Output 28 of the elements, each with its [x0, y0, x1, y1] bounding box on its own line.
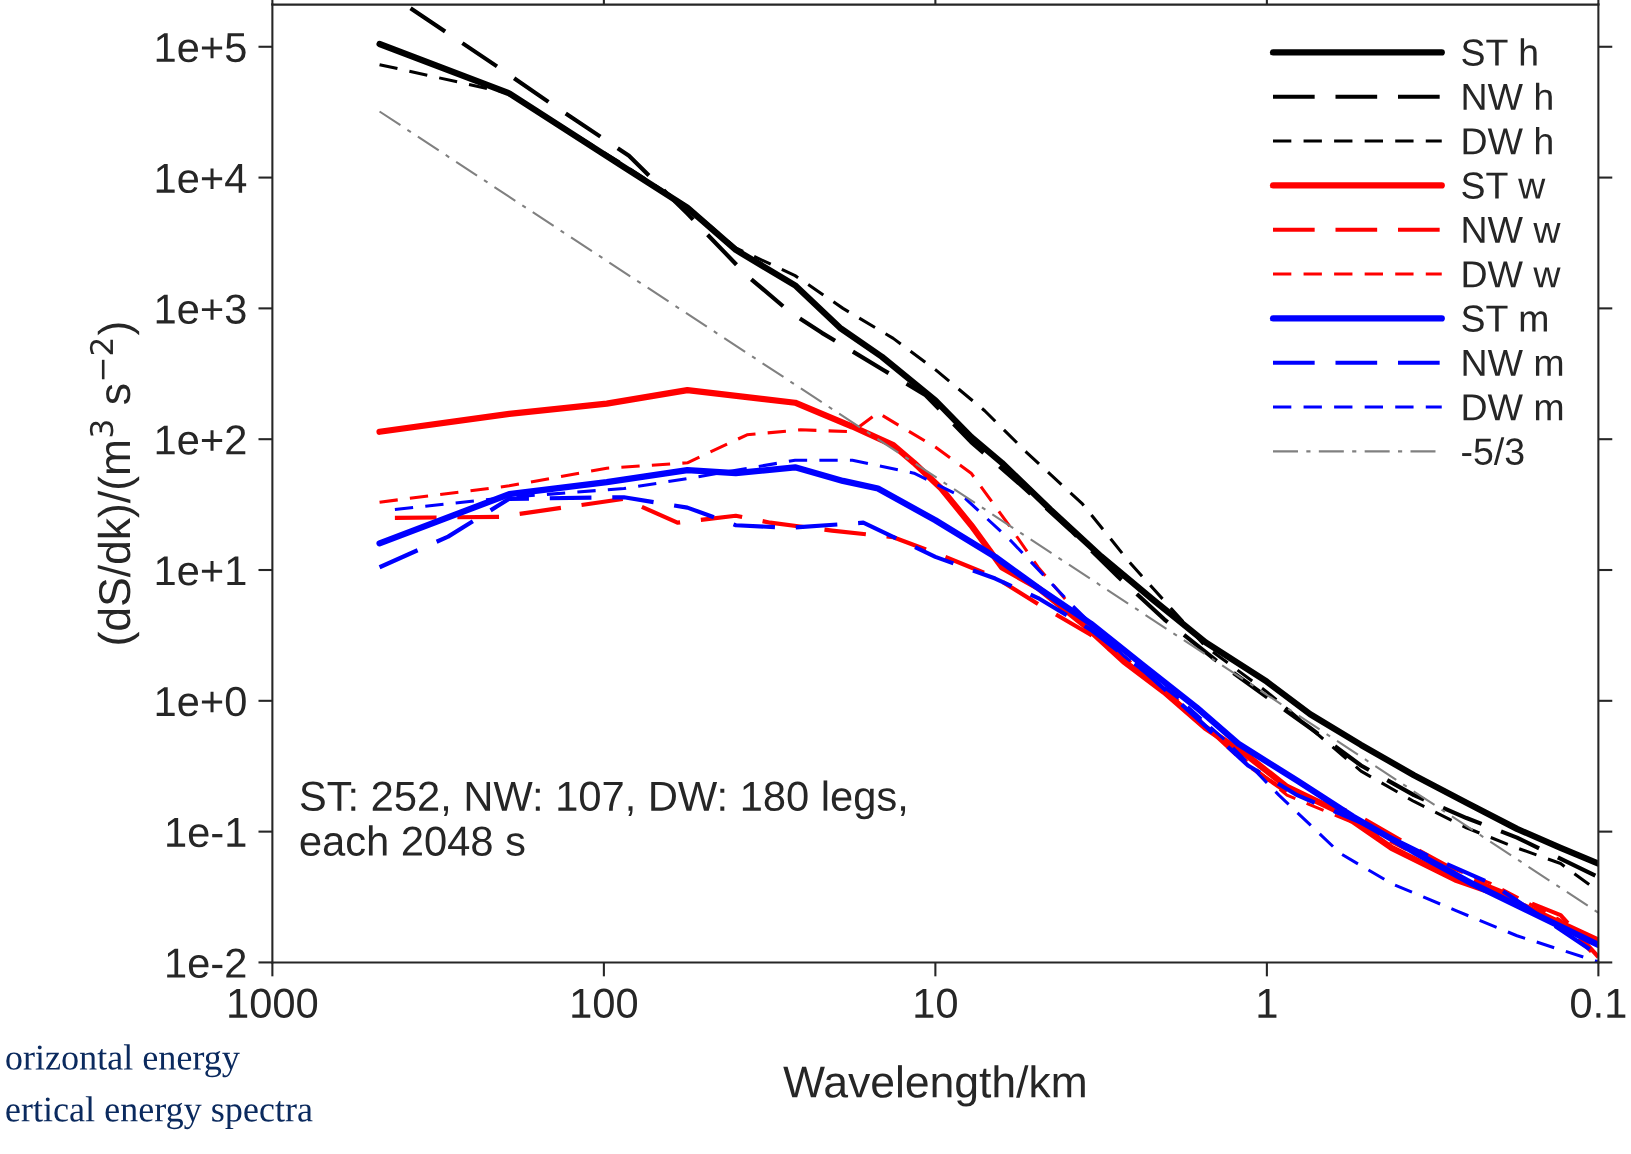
y-tick-label: 1e+4 — [156, 164, 247, 194]
text: orizontal energy — [6, 1044, 240, 1078]
y-tick-label: 1e-1 — [167, 818, 246, 848]
legend-label: DW h — [1463, 127, 1552, 155]
y-axis-title: (dS/dk)/(m$^{3}$ s$^{−2}$) — [89, 323, 140, 644]
legend-label: DW w — [1463, 261, 1561, 288]
legend-label: DW m — [1463, 394, 1563, 421]
x-tick-label: 0.1 — [1571, 988, 1626, 1019]
legend-label: NW w — [1463, 217, 1561, 243]
legend-label: NW m — [1463, 350, 1563, 376]
x-axis-title: Wavelength/km — [783, 1065, 1085, 1107]
x-tick-label: 1 — [1258, 988, 1277, 1018]
text: ertical energy spectra — [6, 1096, 313, 1130]
legend-label: ST m — [1462, 305, 1547, 332]
legend-label: -5/3 — [1462, 437, 1524, 465]
y-tick-label: 1e+1 — [156, 556, 246, 586]
x-tick-label: 10 — [915, 988, 957, 1019]
x-tick-label: 1000 — [229, 988, 318, 1019]
legend-label: ST h — [1462, 38, 1537, 66]
y-tick-label: 1e+0 — [156, 686, 246, 717]
legend-label: ST w — [1462, 172, 1546, 199]
y-tick-label: 1e-2 — [167, 948, 246, 978]
y-tick-label: 1e+5 — [156, 33, 246, 63]
y-tick-label: 1e+3 — [156, 294, 246, 324]
y-tick-label: 1e+2 — [156, 425, 246, 455]
annotation: ST: 252, NW: 107, DW: 180 legs, each 2048 s — [300, 780, 906, 856]
x-tick-label: 100 — [572, 988, 638, 1019]
legend-label: NW h — [1463, 82, 1552, 110]
